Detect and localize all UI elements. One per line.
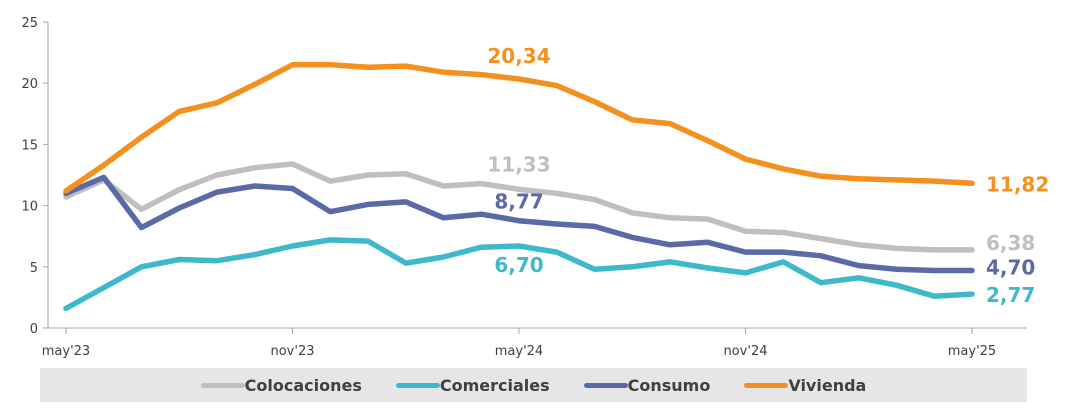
data-label-comerciales: 2,77 bbox=[986, 283, 1035, 307]
data-label-consumo: 4,70 bbox=[986, 255, 1035, 279]
x-tick-label: may'23 bbox=[42, 344, 90, 359]
x-tick-label: may'24 bbox=[495, 344, 543, 359]
axes: 0 5 10 15 20 25 may'23 nov'23 may'24 nov'24 may'25 bbox=[21, 16, 1027, 359]
legend-label-colocaciones: Colocaciones bbox=[244, 375, 362, 395]
legend-label-vivienda: Vivienda bbox=[788, 375, 867, 395]
legend-swatch-consumo bbox=[583, 382, 628, 388]
line-chart: 0 5 10 15 20 25 may'23 nov'23 may'24 nov'24 may'25… bbox=[21, 16, 1049, 359]
y-tick-label: 15 bbox=[21, 138, 38, 153]
legend-item-consumo: Consumo bbox=[583, 375, 711, 395]
y-tick-label: 0 bbox=[30, 322, 38, 337]
y-tick-label: 25 bbox=[21, 16, 38, 31]
y-tick-label: 5 bbox=[30, 261, 38, 276]
x-tick-label: nov'24 bbox=[723, 344, 767, 359]
series-line-vivienda bbox=[63, 62, 975, 194]
legend-item-colocaciones: Colocaciones bbox=[200, 375, 362, 395]
data-label-vivienda: 20,34 bbox=[487, 44, 550, 68]
data-label-vivienda: 11,82 bbox=[986, 172, 1049, 196]
x-tick-label: nov'23 bbox=[270, 344, 314, 359]
data-label-colocaciones: 6,38 bbox=[986, 231, 1035, 255]
x-tick-label: may'25 bbox=[948, 344, 996, 359]
legend-item-vivienda: Vivienda bbox=[744, 376, 866, 395]
legend-item-comerciales: Comerciales bbox=[395, 375, 550, 395]
legend-label-comerciales: Comerciales bbox=[439, 375, 550, 395]
legend-swatch-colocaciones bbox=[200, 382, 245, 388]
data-label-colocaciones: 11,33 bbox=[487, 152, 550, 176]
y-tick-label: 20 bbox=[21, 77, 38, 92]
data-labels: 11,33 6,38 6,70 2,77 8,77 4,70 20,34 11,82 bbox=[487, 44, 1049, 307]
data-label-comerciales: 6,70 bbox=[494, 253, 543, 277]
series-line-comerciales bbox=[63, 237, 975, 312]
legend-label-consumo: Consumo bbox=[627, 375, 711, 395]
y-tick-label: 10 bbox=[21, 200, 38, 215]
series-line-consumo bbox=[63, 174, 975, 274]
legend-swatch-comerciales bbox=[395, 382, 440, 388]
data-label-consumo: 8,77 bbox=[494, 190, 543, 214]
legend-swatch-vivienda bbox=[744, 382, 789, 388]
series-lines bbox=[63, 62, 975, 312]
legend: Colocaciones Comerciales Consumo Viviend… bbox=[40, 368, 1027, 402]
series-line-colocaciones bbox=[63, 161, 975, 253]
